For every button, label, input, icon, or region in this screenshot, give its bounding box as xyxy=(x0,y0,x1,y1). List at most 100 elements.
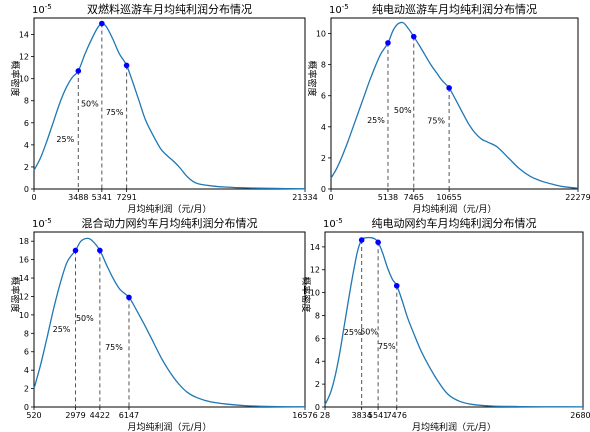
y-tick-label: 2 xyxy=(24,163,29,172)
quantile-label: 50% xyxy=(76,314,94,323)
x-tick-label: 21334 xyxy=(292,193,317,202)
x-tick-label: 28 xyxy=(320,411,330,420)
x-tick-label: 10655 xyxy=(436,193,461,202)
quantile-point-25 xyxy=(385,40,391,46)
density-curve xyxy=(33,237,306,408)
x-tick-label: 4422 xyxy=(90,411,110,420)
y-tick-label: 10 xyxy=(310,289,320,298)
y-scale-label: 10-5 xyxy=(32,217,52,230)
chart-title: 纯电动巡游车月均纯利润分布情况 xyxy=(372,2,537,16)
y-scale-label: 10-5 xyxy=(32,3,52,16)
y-axis-label: 概率密度 xyxy=(306,60,318,96)
x-tick-label: 5341 xyxy=(92,193,112,202)
quantile-point-75 xyxy=(393,282,400,289)
y-axis-label: 概率密度 xyxy=(9,276,21,312)
chart-title: 纯电动网约车月均纯利润分布情况 xyxy=(372,216,537,230)
density-curve xyxy=(33,22,306,190)
quantile-point-50 xyxy=(97,247,103,254)
x-tick-label: 0 xyxy=(328,193,333,202)
y-tick-label: 10 xyxy=(316,30,326,39)
quantile-point-25 xyxy=(72,247,79,254)
y-tick-label: 6 xyxy=(315,334,320,343)
chart-panel-4: 纯电动网约车月均纯利润分布情况 10-5 0 2 4 6 8 10 12 14 28 38345541… xyxy=(300,216,590,432)
x-tick-label: 3834 xyxy=(351,411,371,420)
quantile-label: 75% xyxy=(378,342,396,351)
quantile-point-50 xyxy=(410,33,417,40)
plot-frame xyxy=(33,17,306,190)
quantile-point-25 xyxy=(358,237,365,243)
quantile-label: 50% xyxy=(360,328,378,337)
x-axis-label: 月均纯利润（元/月） xyxy=(127,203,211,215)
y-tick-label: 8 xyxy=(315,311,320,320)
x-tick-label: 5138 xyxy=(378,193,398,202)
y-tick-label: 8 xyxy=(24,97,29,106)
y-tick-label: 0 xyxy=(24,185,29,194)
chart-panel-1: 双燃料巡游车月均纯利润分布情况 10-5 0 2 4 6 8 10 12 14 0 3488 5341 7… xyxy=(9,2,318,215)
y-tick-label: 10 xyxy=(19,311,29,320)
x-axis-label: 月均纯利润（元/月） xyxy=(412,203,496,215)
y-tick-label: 6 xyxy=(24,119,29,128)
y-tick-label: 2 xyxy=(315,380,320,389)
y-tick-label: 12 xyxy=(19,53,29,62)
y-tick-label: 4 xyxy=(24,366,29,375)
y-tick-label: 12 xyxy=(310,266,320,275)
y-tick-label: 8 xyxy=(321,61,326,70)
y-tick-label: 4 xyxy=(315,357,320,366)
quantile-point-50 xyxy=(99,20,105,27)
y-tick-label: 8 xyxy=(24,329,29,338)
chart-title: 混合动力网约车月均纯利润分布情况 xyxy=(82,216,258,230)
plot-frame xyxy=(324,231,584,408)
chart-panel-2: 纯电动巡游车月均纯利润分布情况 10-5 0 2 4 6 8 10 0 5138 7465 10655… xyxy=(306,2,590,215)
y-tick-label: 0 xyxy=(24,403,29,412)
quantile-label: 50% xyxy=(81,99,99,108)
x-axis-label: 月均纯利润（元/月） xyxy=(412,421,496,432)
quantile-label: 75% xyxy=(105,343,123,352)
quantile-label: 25% xyxy=(53,325,71,334)
x-tick-label: 5541 xyxy=(368,411,388,420)
x-tick-label: 22279 xyxy=(565,193,590,202)
y-tick-label: 14 xyxy=(19,274,29,283)
quantile-label: 25% xyxy=(344,328,362,337)
y-tick-label: 6 xyxy=(321,92,326,101)
quantile-label: 75% xyxy=(427,116,445,125)
y-tick-label: 4 xyxy=(321,123,326,132)
y-axis-label: 概率密度 xyxy=(9,60,21,96)
x-tick-label: 0 xyxy=(31,193,36,202)
y-tick-label: 12 xyxy=(19,292,29,301)
y-tick-label: 2 xyxy=(321,154,326,163)
x-tick-label: 520 xyxy=(26,411,41,420)
quantile-label: 50% xyxy=(394,106,412,115)
y-tick-label: 10 xyxy=(19,75,29,84)
x-tick-label: 7465 xyxy=(404,193,424,202)
x-tick-label: 2979 xyxy=(65,411,85,420)
quantile-point-50 xyxy=(375,239,381,246)
chart-panel-3: 混合动力网约车月均纯利润分布情况 10-5 0 2 4 6 8 10 12 14 16 18 520 29… xyxy=(9,216,318,432)
x-tick-label: 7476 xyxy=(387,411,407,420)
x-tick-label: 16576 xyxy=(292,411,317,420)
y-tick-label: 4 xyxy=(24,141,29,150)
y-axis-label: 概率密度 xyxy=(300,276,312,312)
quantile-label: 75% xyxy=(106,108,124,117)
quantile-point-75 xyxy=(126,294,132,301)
chart-title: 双燃料巡游车月均纯利润分布情况 xyxy=(87,2,252,16)
y-scale-label: 10-5 xyxy=(329,3,349,16)
x-tick-label: 7291 xyxy=(116,193,136,202)
x-tick-label: 26807 xyxy=(570,411,590,420)
x-tick-label: 6147 xyxy=(119,411,139,420)
y-tick-label: 0 xyxy=(321,185,326,194)
plot-frame xyxy=(330,17,579,190)
y-tick-label: 14 xyxy=(310,243,320,252)
quantile-point-25 xyxy=(75,68,82,74)
x-axis-label: 月均纯利润（元/月） xyxy=(127,421,211,432)
quantile-label: 25% xyxy=(367,116,385,125)
quantile-label: 25% xyxy=(56,135,74,144)
density-curve xyxy=(330,21,579,189)
y-tick-label: 2 xyxy=(24,385,29,394)
quantile-point-75 xyxy=(123,62,130,69)
density-curve xyxy=(324,236,584,408)
x-tick-label: 3488 xyxy=(68,193,88,202)
y-tick-label: 16 xyxy=(19,256,29,265)
y-tick-label: 18 xyxy=(19,237,29,246)
quantile-point-75 xyxy=(446,85,452,91)
